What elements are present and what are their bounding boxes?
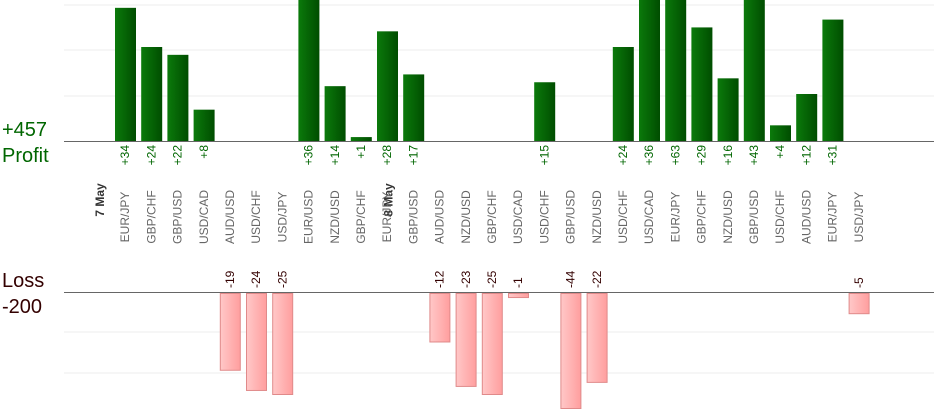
axes	[64, 141, 934, 293]
loss-value-label: -44	[564, 270, 578, 288]
pair-label: USD/CHF	[616, 190, 630, 243]
profit-bar	[822, 19, 844, 141]
profit-value-label: +24	[144, 145, 158, 166]
pair-label: USD/CAD	[511, 190, 525, 244]
profit-value-label: +17	[406, 145, 420, 166]
profit-total: +457	[2, 119, 48, 141]
pair-label: EUR/JPY	[668, 192, 682, 243]
profit-value-label: +36	[642, 145, 656, 166]
loss-value-label: -24	[249, 270, 263, 288]
pair-label: GBP/CHF	[485, 190, 499, 243]
loss-value-label: -5	[852, 277, 866, 288]
profit-value-label: +15	[537, 145, 551, 166]
loss-bar	[481, 293, 503, 395]
loss-value-label: -25	[275, 270, 289, 288]
loss-value-label: -23	[459, 270, 473, 288]
pair-label: GBP/USD	[564, 190, 578, 244]
profit-bar	[141, 47, 163, 141]
profit-bar	[691, 27, 713, 142]
profit-value-label: +14	[328, 145, 342, 166]
loss-total: -200	[2, 296, 43, 318]
profit-bar	[665, 0, 687, 141]
profit-bar	[167, 54, 189, 142]
profit-bar	[612, 47, 634, 141]
loss-bar	[848, 293, 870, 315]
date-marker: 8 May	[381, 183, 395, 217]
pair-label: USD/CAD	[197, 190, 211, 244]
profit-value-label: +43	[747, 145, 761, 166]
bars	[115, 0, 870, 409]
loss-value-label: -25	[485, 270, 499, 288]
loss-value-label: -19	[223, 270, 237, 288]
date-marker: 7 May	[93, 183, 107, 217]
loss-bar	[246, 293, 267, 391]
pair-label: NZD/USD	[328, 190, 342, 244]
pair-label: NZD/USD	[721, 190, 735, 244]
loss-bar	[560, 293, 582, 409]
pair-label: EUR/USD	[302, 190, 316, 244]
profit-value-label: +1	[354, 145, 368, 159]
pair-label: GBP/USD	[171, 190, 185, 244]
pair-label: USD/CHF	[537, 190, 551, 243]
profit-bar	[193, 109, 215, 141]
profit-bar	[743, 0, 765, 141]
profit-label: Profit	[2, 145, 49, 167]
loss-bar	[586, 293, 608, 383]
pair-label: GBP/USD	[406, 190, 420, 244]
profit-value-label: +22	[171, 145, 185, 166]
profit-bar	[115, 7, 136, 142]
profit-value-label: +16	[721, 145, 735, 166]
profit-value-label: +8	[197, 145, 211, 159]
profit-value-label: +4	[773, 145, 787, 159]
pair-label: GBP/USD	[747, 190, 761, 244]
pair-label: EUR/JPY	[826, 192, 840, 243]
profit-bar	[796, 94, 818, 141]
loss-bar	[219, 293, 241, 371]
profit-bar	[534, 82, 556, 141]
loss-value-label: -12	[433, 270, 447, 288]
loss-bar	[508, 293, 529, 299]
profit-bar	[298, 0, 320, 141]
pair-label: NZD/USD	[590, 190, 604, 244]
loss-value-label: -22	[590, 270, 604, 288]
loss-value-label: -1	[511, 277, 525, 288]
loss-label: Loss	[2, 270, 45, 292]
profit-value-label: +29	[695, 145, 709, 166]
profit-value-label: +63	[668, 145, 682, 166]
profit-value-label: +36	[302, 145, 316, 166]
loss-bar	[272, 293, 294, 395]
profit-bar	[770, 125, 791, 141]
profit-value-label: +28	[380, 145, 394, 166]
pair-label: AUD/USD	[799, 190, 813, 244]
pair-label: GBP/CHF	[695, 190, 709, 243]
profit-value-label: +31	[826, 145, 840, 166]
loss-bar	[429, 293, 451, 343]
profit-bar	[377, 31, 398, 141]
pair-label: AUD/USD	[433, 190, 447, 244]
profit-value-label: +24	[616, 145, 630, 166]
pair-label: USD/CAD	[642, 190, 656, 244]
pair-label: NZD/USD	[459, 190, 473, 244]
profit-value-label: +34	[118, 145, 132, 166]
pair-label: USD/JPY	[852, 192, 866, 243]
profit-value-label: +12	[799, 145, 813, 166]
profit-bar	[324, 86, 346, 141]
labels: 7 May 8 MayEUR/JPY+34GBP/CHF+24GBP/USD+22…	[93, 145, 866, 288]
loss-bar	[455, 293, 477, 387]
pair-label: EUR/JPY	[118, 192, 132, 243]
pair-label: EUR/JPY	[380, 192, 394, 243]
profit-bar	[403, 74, 425, 141]
pair-label: GBP/CHF	[144, 190, 158, 243]
profit-bar	[639, 0, 660, 141]
pair-label: USD/CHF	[249, 190, 263, 243]
profit-bar	[717, 78, 739, 141]
pair-label: AUD/USD	[223, 190, 237, 244]
pair-label: USD/CHF	[773, 190, 787, 243]
profit-bar	[350, 137, 372, 141]
pair-label: GBP/CHF	[354, 190, 368, 243]
pair-label: USD/JPY	[275, 192, 289, 243]
